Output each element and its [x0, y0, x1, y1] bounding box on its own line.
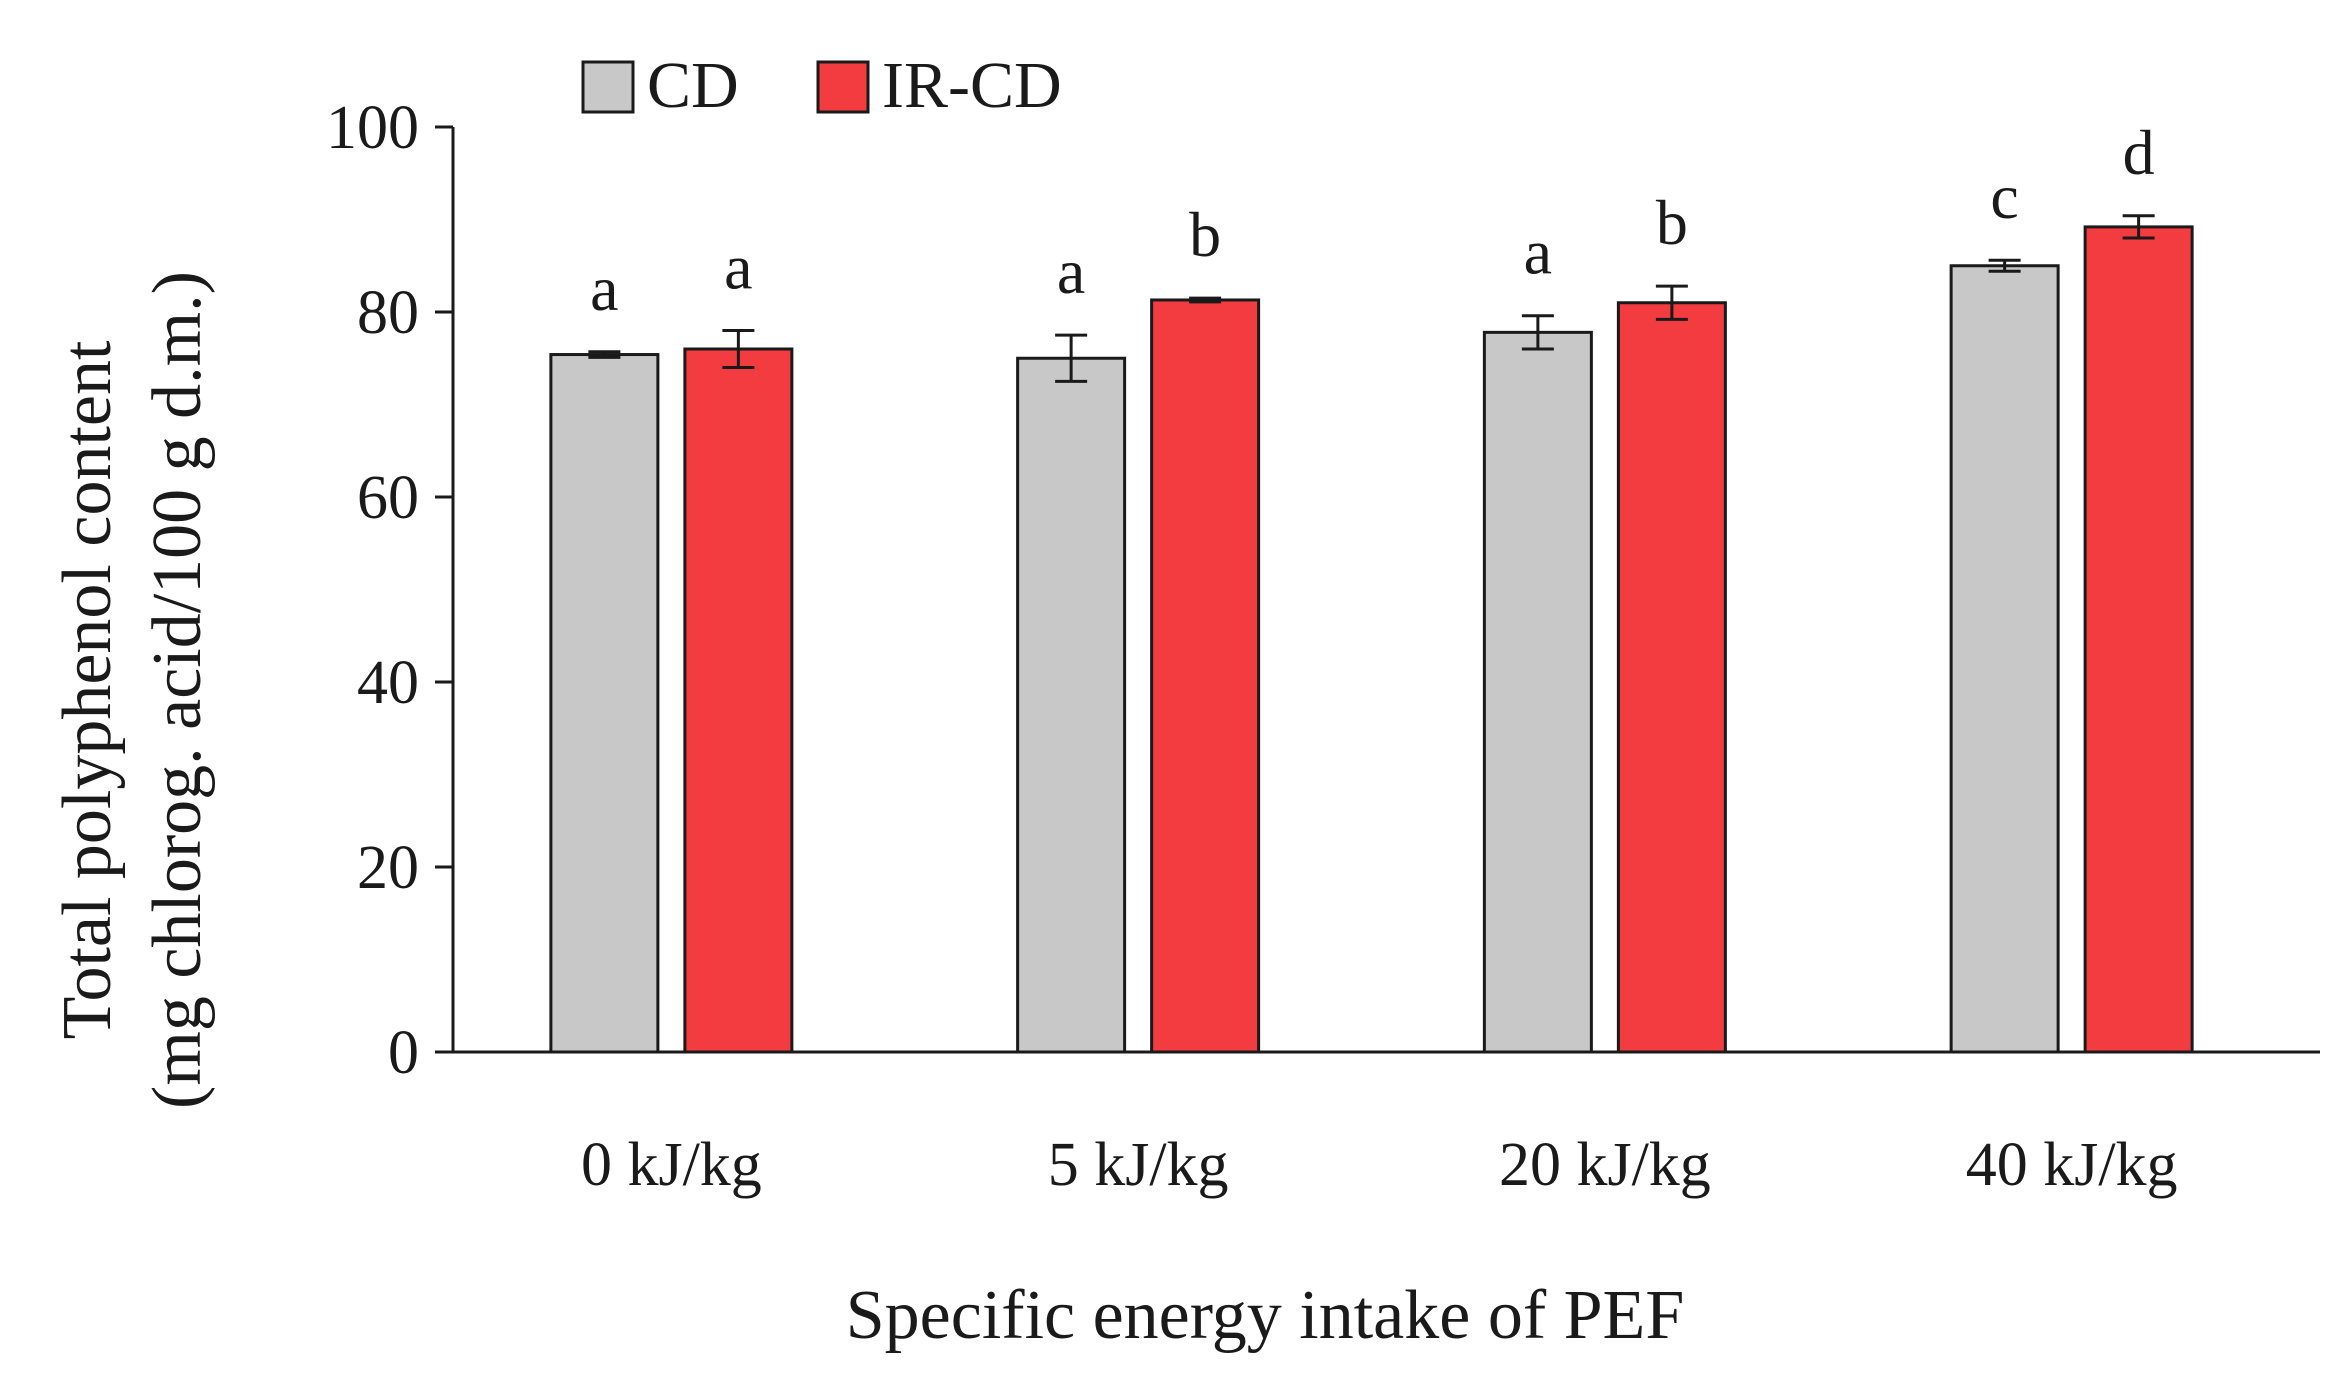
- y-tick-label: 60: [357, 464, 419, 532]
- x-tick-label: 40 kJ/kg: [1966, 1131, 2178, 1199]
- significance-label: a: [590, 253, 618, 324]
- legend-label: IR-CD: [882, 49, 1062, 122]
- bar-cd-2: [1016, 356, 1127, 1054]
- y-axis-title-line-1: Total polyphenol content: [49, 340, 126, 1039]
- y-axis-title-line-2: (mg chlorog. acid/100 g d.m.): [139, 271, 216, 1109]
- bars: a a a b a b c d: [549, 117, 2194, 1054]
- significance-label: d: [2123, 117, 2155, 188]
- significance-label: a: [1524, 217, 1552, 288]
- legend-label: CD: [647, 49, 739, 122]
- significance-label: c: [1990, 161, 2018, 232]
- bar-ir-cd-1: [683, 347, 794, 1054]
- bar-ir-cd-2: [1150, 298, 1261, 1054]
- legend: CD IR-CD: [581, 49, 1062, 122]
- legend-swatch: [816, 60, 870, 114]
- significance-label: b: [1656, 187, 1688, 258]
- y-tick-label: 80: [357, 279, 419, 347]
- x-axis-title: Specific energy intake of PEF: [846, 1277, 1685, 1354]
- legend-swatch: [581, 60, 635, 114]
- axes: 0 20 40 60 80 100 0 kJ/kg 5 kJ/kg 20 kJ/kg 40 kJ/…: [326, 94, 2320, 1199]
- significance-label: a: [724, 232, 752, 303]
- bar-cd-4: [1949, 264, 2060, 1054]
- bar-ir-cd-3: [1616, 301, 1727, 1054]
- y-tick-label: 100: [326, 94, 419, 162]
- y-tick-label: 0: [388, 1019, 419, 1087]
- significance-label: a: [1057, 236, 1085, 307]
- y-tick-label: 40: [357, 649, 419, 717]
- bar-cd-1: [549, 353, 660, 1054]
- bar-cd-3: [1482, 330, 1593, 1054]
- x-tick-label: 0 kJ/kg: [581, 1131, 762, 1199]
- x-tick-label: 5 kJ/kg: [1048, 1131, 1229, 1199]
- significance-label: b: [1189, 199, 1221, 270]
- bar-ir-cd-4: [2083, 225, 2194, 1054]
- y-tick-label: 20: [357, 834, 419, 902]
- x-tick-label: 20 kJ/kg: [1499, 1131, 1711, 1199]
